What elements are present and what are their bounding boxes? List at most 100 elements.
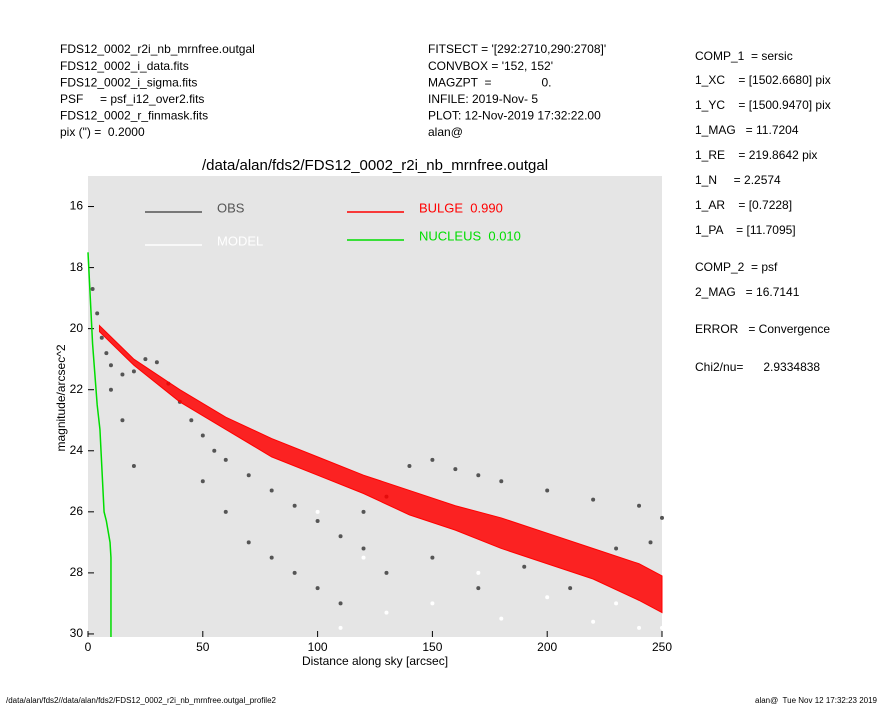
data-point	[430, 457, 435, 462]
data-point	[637, 503, 642, 508]
chart-title: /data/alan/fds2/FDS12_0002_r2i_nb_mrnfre…	[202, 157, 548, 174]
x-tick-label: 250	[652, 640, 672, 654]
data-point	[212, 448, 217, 453]
data-point	[361, 546, 366, 551]
data-point	[384, 570, 389, 575]
fit-parameter: ERROR = Convergence	[695, 322, 830, 336]
data-point	[246, 540, 251, 545]
data-point	[568, 586, 573, 591]
data-point	[223, 509, 228, 514]
data-point	[499, 479, 504, 484]
header-middle-line: PLOT: 12-Nov-2019 17:32:22.00	[428, 109, 601, 123]
fit-parameter: 1_MAG = 11.7204	[695, 123, 799, 137]
data-point	[200, 479, 205, 484]
header-middle-line: CONVBOX = '152, 152'	[428, 59, 553, 73]
data-point	[499, 616, 504, 621]
data-point	[522, 564, 527, 569]
data-point	[591, 497, 596, 502]
y-axis-label: magnitude/arcsec^2	[54, 344, 68, 451]
data-point	[361, 555, 366, 560]
data-point	[407, 464, 412, 469]
data-point	[545, 488, 550, 493]
data-point	[430, 601, 435, 606]
data-point	[660, 515, 664, 520]
legend-label: MODEL	[217, 233, 263, 248]
data-point	[154, 360, 159, 365]
y-tick-label: 26	[70, 504, 84, 518]
data-point	[315, 509, 320, 514]
data-point	[476, 570, 481, 575]
data-point	[131, 369, 136, 374]
data-point	[246, 473, 251, 478]
data-point	[591, 619, 596, 624]
fit-parameter: 1_N = 2.2574	[695, 173, 781, 187]
data-point	[476, 473, 481, 478]
legend-label: OBS	[217, 200, 245, 215]
fit-parameter: Chi2/nu= 2.9334838	[695, 360, 820, 374]
data-point	[361, 509, 366, 514]
y-tick-label: 24	[70, 443, 84, 457]
data-point	[200, 433, 205, 438]
fit-parameter: COMP_2 = psf	[695, 260, 778, 274]
data-point	[637, 625, 642, 630]
data-point	[90, 286, 95, 291]
data-point	[453, 467, 458, 472]
header-left-line: FDS12_0002_i_sigma.fits	[60, 75, 197, 89]
fit-parameter: 1_XC = [1502.6680] pix	[695, 73, 831, 87]
data-point	[108, 387, 113, 392]
data-point	[338, 534, 343, 539]
footer-right: alan@ Tue Nov 12 17:32:23 2019	[755, 696, 878, 705]
data-point	[430, 555, 435, 560]
data-point	[614, 601, 619, 606]
fit-parameter: 1_PA = [11.7095]	[695, 223, 796, 237]
data-point	[120, 372, 125, 377]
fit-parameter: 1_RE = 219.8642 pix	[695, 148, 817, 162]
data-point	[545, 595, 550, 600]
data-point	[614, 546, 619, 551]
x-tick-label: 200	[537, 640, 557, 654]
header-left-line: FDS12_0002_i_data.fits	[60, 59, 189, 73]
header-middle-line: MAGZPT = 0.	[428, 75, 551, 89]
data-point	[131, 464, 136, 469]
data-point	[648, 540, 653, 545]
data-point	[143, 357, 148, 362]
y-tick-label: 16	[70, 199, 84, 213]
fit-parameter: 1_AR = [0.7228]	[695, 198, 792, 212]
data-point	[338, 625, 343, 630]
data-point	[660, 625, 664, 630]
y-tick-label: 22	[70, 382, 84, 396]
y-tick-label: 30	[70, 626, 84, 640]
data-point	[292, 570, 297, 575]
data-point	[95, 311, 100, 316]
header-left-line: FDS12_0002_r2i_nb_mrnfree.outgal	[60, 42, 255, 56]
x-tick-label: 150	[422, 640, 442, 654]
data-point	[315, 518, 320, 523]
data-point	[269, 488, 274, 493]
data-point	[476, 586, 481, 591]
data-point	[104, 351, 109, 356]
data-point	[384, 610, 389, 615]
x-tick-label: 0	[85, 640, 92, 654]
x-axis-label: Distance along sky [arcsec]	[302, 654, 448, 668]
x-tick-label: 50	[196, 640, 210, 654]
fit-parameter: 2_MAG = 16.7141	[695, 285, 800, 299]
data-point	[223, 457, 228, 462]
legend-label: NUCLEUS 0.010	[419, 228, 521, 243]
data-point	[338, 601, 343, 606]
data-point	[292, 503, 297, 508]
data-point	[189, 418, 194, 423]
data-point	[120, 418, 125, 423]
bulge-band	[98, 324, 663, 614]
model-line	[87, 252, 112, 637]
y-tick-label: 28	[70, 565, 84, 579]
header-middle-line: INFILE: 2019-Nov- 5	[428, 92, 538, 106]
legend-label: BULGE 0.990	[419, 200, 503, 215]
fit-parameter: 1_YC = [1500.9470] pix	[695, 98, 831, 112]
header-middle-line: alan@	[428, 125, 463, 139]
y-tick-label: 20	[70, 321, 84, 335]
footer-left: /data/alan/fds2//data/alan/fds2/FDS12_00…	[6, 696, 277, 705]
data-point	[99, 335, 104, 340]
header-left-line: FDS12_0002_r_finmask.fits	[60, 109, 208, 123]
header-middle-line: FITSECT = '[292:2710,290:2708]'	[428, 42, 606, 56]
